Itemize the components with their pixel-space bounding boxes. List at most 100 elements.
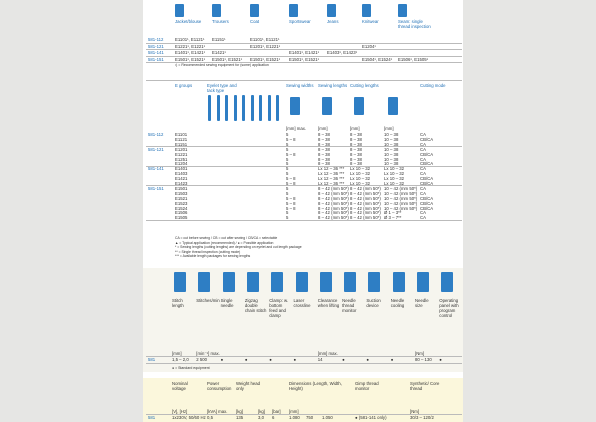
cell: 10 – 42 (mm 50*) xyxy=(384,190,418,196)
cell: CB/CA xyxy=(420,181,434,186)
icon xyxy=(289,4,298,17)
cell: 8 – 38 xyxy=(350,141,362,147)
value: 30/3 – 120/2 xyxy=(410,415,434,420)
column-header: Cutting lengths xyxy=(350,83,379,88)
unit: [mm] xyxy=(289,409,299,414)
rule xyxy=(146,80,462,81)
legend: ** = Single thread inspection (cutting m… xyxy=(175,249,241,254)
cell: 8 – 38 xyxy=(350,136,362,142)
value: ● xyxy=(293,357,297,362)
column-header: Coat xyxy=(250,19,260,24)
cell: 8 – 42 (mm 50*) xyxy=(350,215,381,221)
cell: Ø 1 – 3** xyxy=(384,210,402,216)
value: 1x230V, 50/60 Hz xyxy=(172,415,206,420)
cell: CB/CA xyxy=(420,200,434,206)
unit: [min⁻¹] max. xyxy=(196,351,220,356)
value: ● xyxy=(439,357,442,362)
icon xyxy=(368,272,381,292)
cell: E1201¹, E1221¹ xyxy=(250,43,281,49)
cell: 5 – 8 xyxy=(286,176,296,182)
column-header: Knitwear xyxy=(362,19,379,24)
cell: 8 – 38 xyxy=(318,132,330,137)
cell: E1204 xyxy=(175,161,188,167)
icon xyxy=(276,95,279,121)
value: 3,0 xyxy=(258,415,264,420)
cell: E1524 xyxy=(175,205,188,211)
cell: E1421¹ xyxy=(212,50,226,56)
legend: CA = cut before sewing / CB = cut after … xyxy=(175,236,278,240)
cell: 5 – 8 xyxy=(286,136,296,142)
legend: * = Sewing lengths (cutting lengths) are… xyxy=(175,245,302,250)
column-header: Eyelet type and tack type xyxy=(207,83,237,93)
icon xyxy=(216,95,220,121)
cell: E1401¹, E1421¹ xyxy=(289,50,320,56)
cell: 8 – 38 xyxy=(318,151,330,157)
column-header: Seam: single thread inspection xyxy=(398,19,431,29)
icon xyxy=(362,4,371,17)
icon xyxy=(198,272,211,292)
icon xyxy=(246,272,259,292)
cell: 8 – 42 (mm 50*) xyxy=(318,190,349,196)
value: 0,5 xyxy=(207,415,213,420)
unit: [V], [Hz] xyxy=(172,409,188,414)
cell: CA xyxy=(420,141,426,147)
column-header: Stitches/min xyxy=(196,298,220,303)
cell: E1506¹, E1505¹ xyxy=(398,56,429,62)
unit: [Nm] xyxy=(415,351,425,356)
cell: 5 – 8 xyxy=(286,195,296,201)
cell: 8 – 38 xyxy=(350,156,362,162)
column-header: Synthetic/ Core thread xyxy=(410,381,440,391)
cell: 10 – 38 xyxy=(384,151,399,157)
cell: CB/CA xyxy=(420,176,434,182)
cell: 10 – 38 xyxy=(384,136,399,142)
cell: 8 – 38 xyxy=(318,136,330,142)
column-header: Dimensions (Length, Width, Height) xyxy=(289,381,342,391)
cell: 8 – 42 (mm 50*) xyxy=(318,215,349,221)
cell: E1251 xyxy=(175,156,188,162)
unit: [mm] max. xyxy=(286,126,307,131)
unit: [kg] xyxy=(258,409,265,414)
value: 1.050 xyxy=(322,415,333,420)
cell: 8 – 42 (mm 50*) xyxy=(318,195,349,201)
cell: 8 – 42 (mm 50*) xyxy=(350,190,381,196)
cell: 8 – 42 (mm 50*) xyxy=(318,200,349,206)
cell: E1403 xyxy=(175,171,188,177)
cell: E1501¹, E1521¹ xyxy=(289,56,320,62)
cell: 5 xyxy=(286,141,289,147)
rule xyxy=(146,363,462,364)
value: 750 xyxy=(306,415,314,420)
unit: [mm] xyxy=(384,126,394,131)
value: 14 xyxy=(317,357,323,362)
cell: 5 xyxy=(286,132,289,137)
model: 581-121 xyxy=(148,43,164,49)
icon xyxy=(398,4,407,17)
column-header: Needle thread monitor xyxy=(342,298,357,313)
icon xyxy=(417,272,429,292)
cell: 5 xyxy=(286,185,289,191)
cell: CA xyxy=(420,215,426,221)
cell: CB/CA xyxy=(420,136,434,142)
cell: E1151 xyxy=(175,141,188,147)
icon xyxy=(354,97,364,115)
icon xyxy=(174,272,186,292)
icon xyxy=(212,4,221,17)
column-header: Single needle xyxy=(220,298,234,308)
value: ● xyxy=(269,357,272,362)
cell: 8 – 38 xyxy=(318,161,330,167)
column-header: Jeans xyxy=(327,19,339,24)
icon xyxy=(271,272,284,292)
cell: CB/CA xyxy=(420,161,434,167)
cell: 8 – 42 (mm 50*) xyxy=(350,195,381,201)
cell: 5 xyxy=(286,166,289,172)
cell: Ø 3 – 7** xyxy=(384,215,402,221)
cell: 10 – 38 xyxy=(384,141,399,147)
icon xyxy=(441,272,454,292)
cell: E1506 xyxy=(175,210,188,216)
cell: E1101¹, E1121¹ xyxy=(175,37,205,42)
cell: 5 xyxy=(286,215,289,221)
cell: 10 – 38 xyxy=(384,132,399,137)
value: ● xyxy=(366,357,369,362)
column-header: Clamp: w. bottom feed and clamp xyxy=(269,298,289,318)
column-header: Suction device xyxy=(366,298,381,308)
